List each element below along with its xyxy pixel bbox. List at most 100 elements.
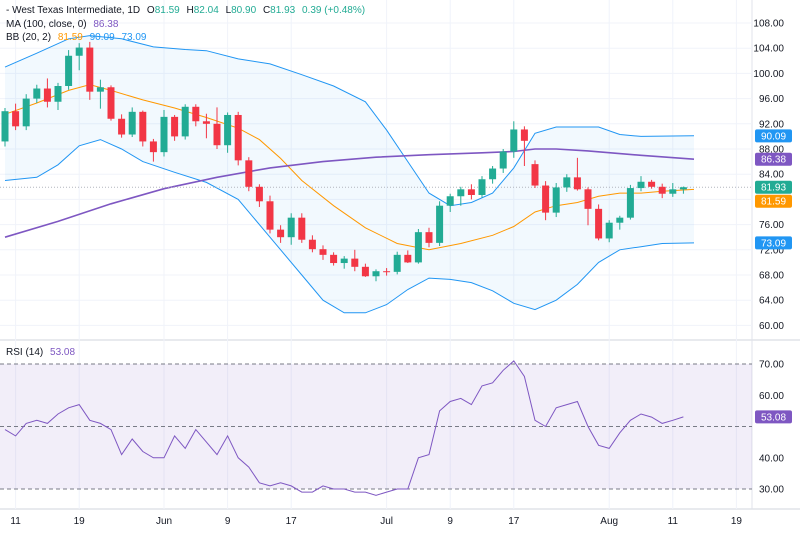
- candle-body: [669, 189, 677, 194]
- candle-body: [22, 98, 30, 127]
- low-label: L: [225, 5, 232, 16]
- candle-body: [12, 111, 20, 127]
- candle-body: [54, 86, 62, 102]
- candle-body: [648, 181, 656, 187]
- candle-body: [457, 189, 465, 197]
- candle-body: [43, 88, 51, 102]
- candle-body: [361, 266, 369, 277]
- candle-body: [245, 160, 253, 187]
- candle-body: [255, 186, 263, 202]
- ma-legend: MA (100, close, 0) 86.38: [6, 19, 122, 30]
- time-tick-label: 9: [447, 516, 453, 527]
- candle-body: [213, 123, 221, 146]
- candle-body: [160, 116, 168, 153]
- bb-band-fill: [5, 35, 694, 313]
- close-badge-text: 81.93: [761, 183, 786, 194]
- candle-body: [277, 229, 285, 238]
- time-tick-label: 11: [668, 516, 679, 527]
- candle-body: [298, 217, 306, 240]
- rsi-label: RSI (14): [6, 347, 44, 358]
- candle-body: [351, 258, 359, 267]
- rsi-badge: [755, 410, 792, 424]
- time-tick-label: 17: [286, 516, 298, 527]
- time-tick-label: 17: [508, 516, 520, 527]
- rsi-tick-label: 30.00: [759, 485, 784, 496]
- bb-mid-value: 81.59: [57, 32, 83, 43]
- candle-body: [563, 177, 571, 188]
- candle-body: [414, 232, 422, 263]
- price-tick-label: 64.00: [759, 296, 784, 307]
- candle-body: [658, 186, 666, 194]
- close-badge: [755, 180, 792, 194]
- candle-body: [149, 141, 157, 153]
- candle-body: [75, 47, 83, 56]
- candle-body: [192, 106, 200, 122]
- bb-label: BB (20, 2): [6, 32, 52, 43]
- candle-body: [118, 118, 126, 135]
- price-tick-label: 60.00: [759, 321, 784, 332]
- price-tick-label: 72.00: [759, 245, 784, 256]
- time-tick-label: Jul: [380, 516, 393, 527]
- candle-body: [308, 239, 316, 250]
- bb-mid-badge: [755, 194, 792, 208]
- symbol-label: - West Texas Intermediate, 1D: [6, 5, 141, 16]
- candle-body: [573, 177, 581, 190]
- candle-body: [171, 116, 179, 137]
- candle-body: [181, 106, 189, 137]
- bb-upper-line: [4, 35, 695, 207]
- bb-lower-badge: [755, 236, 792, 250]
- ma-badge: [755, 152, 792, 166]
- candle-body: [393, 254, 401, 272]
- candle-body: [128, 111, 136, 135]
- candle-body: [605, 222, 613, 239]
- rsi-tick-label: 40.00: [759, 453, 784, 464]
- candle-body: [626, 188, 634, 218]
- ma-value: 86.38: [93, 19, 119, 30]
- bb-lower-line: [4, 139, 695, 314]
- candle-body: [584, 189, 592, 209]
- price-tick-label: 96.00: [759, 94, 784, 105]
- candle-body: [202, 121, 210, 124]
- price-tick-label: 92.00: [759, 119, 784, 130]
- rsi-legend: RSI (14) 53.08: [6, 347, 79, 358]
- ma-line: [4, 148, 695, 238]
- price-tick-label: 68.00: [759, 271, 784, 282]
- price-legend: - West Texas Intermediate, 1D O81.59 H82…: [6, 5, 369, 16]
- bb-mid-badge-text: 81.59: [761, 197, 786, 208]
- candle-body: [86, 47, 94, 92]
- candle-body: [319, 249, 327, 255]
- bb-legend: BB (20, 2) 81.59 90.09 73.09: [6, 32, 150, 43]
- ma-label: MA (100, close, 0): [6, 19, 87, 30]
- price-tick-label: 88.00: [759, 145, 784, 156]
- open-value: 81.59: [154, 5, 180, 16]
- candle-body: [637, 181, 645, 189]
- time-tick-label: Jun: [156, 516, 172, 527]
- candle-body: [224, 114, 232, 146]
- rsi-value: 53.08: [50, 347, 76, 358]
- candle-body: [234, 114, 242, 161]
- bb-upper-badge-text: 90.09: [761, 131, 786, 142]
- time-tick-label: 19: [74, 516, 86, 527]
- bb-mid-line: [4, 84, 695, 251]
- candle-body: [467, 189, 475, 195]
- candle-body: [489, 168, 497, 180]
- price-tick-label: 100.00: [753, 69, 784, 80]
- rsi-badge-text: 53.08: [761, 412, 786, 423]
- candle-body: [616, 217, 624, 223]
- candle-body: [287, 217, 295, 238]
- close-label: C: [262, 5, 271, 16]
- bb-lower-badge-text: 73.09: [761, 238, 786, 249]
- candle-body: [96, 87, 104, 92]
- candle-body: [107, 87, 115, 119]
- time-tick-label: 9: [225, 516, 231, 527]
- price-tick-label: 76.00: [759, 220, 784, 231]
- rsi-tick-label: 70.00: [759, 360, 784, 371]
- candle-body: [1, 111, 9, 142]
- rsi-tick-label: 60.00: [759, 391, 784, 402]
- candle-body: [139, 111, 147, 142]
- bb-upper-badge: [755, 129, 792, 143]
- time-tick-label: 11: [10, 516, 21, 527]
- candle-body: [552, 187, 560, 213]
- candle-body: [542, 185, 550, 213]
